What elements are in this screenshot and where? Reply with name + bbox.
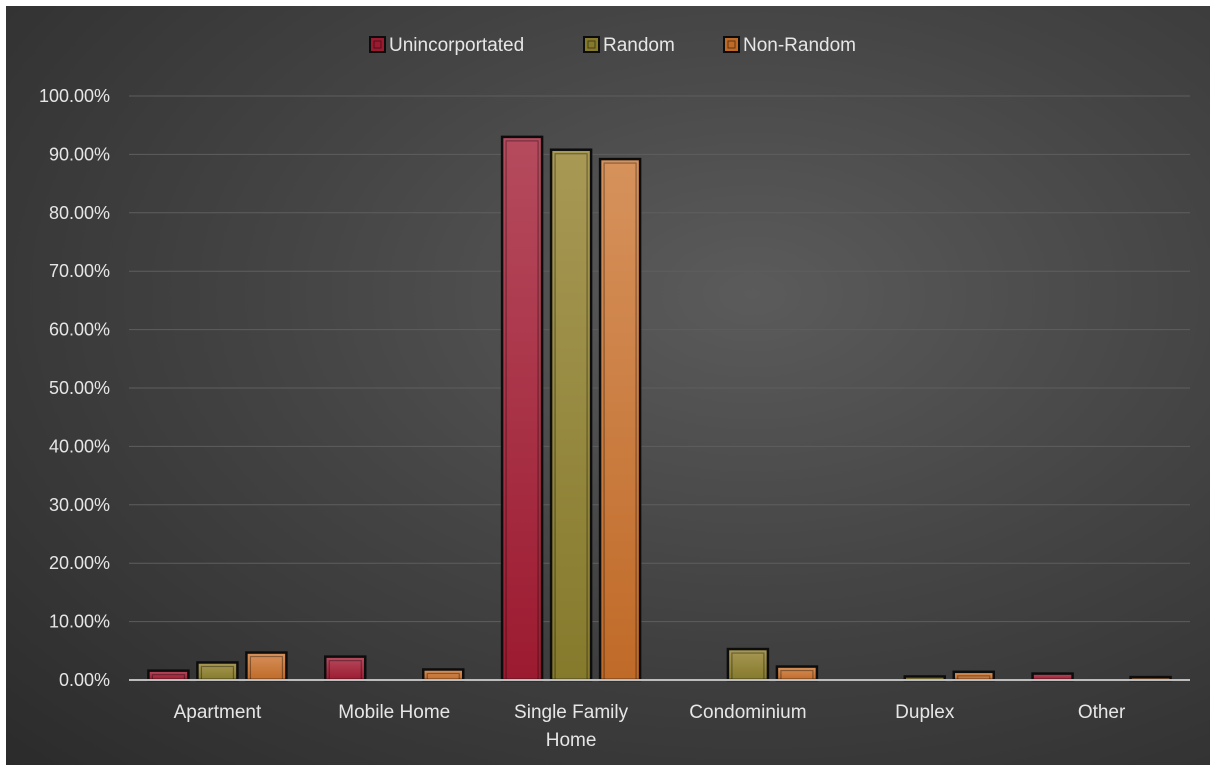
y-tick-label: 0.00%	[59, 670, 110, 690]
bar-non-random-mobile-home	[422, 668, 465, 682]
legend-swatch	[369, 36, 386, 53]
y-tick-labels: 0.00% 10.00% 20.00% 30.00% 40.00% 50.00% 60.00…	[39, 86, 110, 690]
legend-swatch-inner	[373, 40, 382, 49]
gridlines	[129, 95, 1190, 623]
legend-label: Unincorportated	[389, 35, 524, 56]
bar-non-random-condominium	[775, 665, 819, 682]
legend-swatch	[583, 36, 600, 53]
legend-swatch-inner	[587, 40, 596, 49]
bar-chart: 0.00% 10.00% 20.00% 30.00% 40.00% 50.00% 60.00…	[39, 35, 1190, 751]
x-tick-label-other: Other	[1078, 702, 1126, 723]
y-tick-label: 90.00%	[49, 144, 110, 164]
legend-swatch	[723, 36, 740, 53]
y-tick-label: 80.00%	[49, 203, 110, 223]
x-tick-label-condominium: Condominium	[689, 702, 806, 723]
x-tick-labels: Apartment Mobile Home Single Family Home Con…	[174, 702, 1126, 751]
chart-area: 0.00% 10.00% 20.00% 30.00% 40.00% 50.00% 60.00…	[6, 6, 1210, 765]
y-tick-label: 10.00%	[49, 612, 110, 632]
legend-label: Random	[603, 35, 675, 56]
legend-swatch-inner	[727, 40, 736, 49]
bar-non-random-apartment	[245, 651, 288, 682]
bar-random-single-family-home	[549, 148, 593, 682]
x-tick-label-mobile-home: Mobile Home	[338, 702, 450, 723]
x-tick-label-single-family-home: Single Family Home	[514, 702, 629, 751]
legend-item-random: Random	[583, 35, 675, 56]
x-tick-label-apartment: Apartment	[174, 702, 262, 723]
x-tick-label-duplex: Duplex	[895, 702, 955, 723]
y-tick-label: 30.00%	[49, 495, 110, 515]
bar-unincorportated-apartment	[147, 669, 190, 682]
y-tick-label: 60.00%	[49, 320, 110, 340]
bar-unincorportated-single-family-home	[500, 135, 544, 682]
y-tick-label: 70.00%	[49, 261, 110, 281]
y-tick-label: 20.00%	[49, 553, 110, 573]
bar-random-apartment	[196, 661, 239, 682]
legend-item-non-random: Non-Random	[723, 35, 856, 56]
legend: Unincorportated Random Non-Random	[369, 35, 856, 56]
y-tick-label: 40.00%	[49, 436, 110, 456]
bars	[147, 135, 1172, 682]
legend-label: Non-Random	[743, 35, 856, 56]
bar-non-random-single-family-home	[598, 157, 642, 682]
y-tick-label: 100.00%	[39, 86, 110, 106]
y-tick-label: 50.00%	[49, 378, 110, 398]
bar-random-condominium	[726, 647, 770, 682]
legend-item-unincorportated: Unincorportated	[369, 35, 524, 56]
